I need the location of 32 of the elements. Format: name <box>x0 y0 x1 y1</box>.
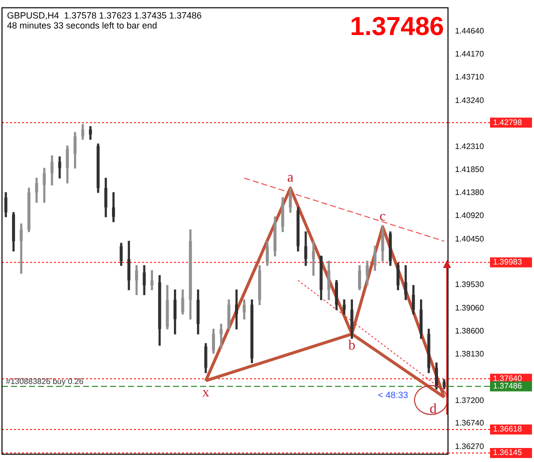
y-tick-label: 1.41850 <box>455 164 484 174</box>
y-tick-label: 1.40920 <box>455 211 484 220</box>
y-tick-label: 1.43710 <box>455 72 484 82</box>
ref-line-label: 1.37640 <box>493 374 522 383</box>
annotation: < 48:33 <box>378 390 408 400</box>
y-tick-label: 1.40450 <box>455 234 484 244</box>
ref-line-label: 1.39983 <box>493 258 522 267</box>
y-tick-label: 1.44170 <box>455 50 484 59</box>
chart-title: GBPUSD,H4 1.37578 1.37623 1.37435 1.37486 <box>7 10 202 20</box>
text: 48 minutes 33 seconds left to bar end <box>7 20 158 30</box>
y-tick-label: 1.39530 <box>455 280 484 290</box>
annotation: a <box>287 170 294 186</box>
y-tick-label: 1.41380 <box>455 188 484 198</box>
y-tick-label: 1.43240 <box>455 96 484 105</box>
y-tick-label: 1.38130 <box>455 350 484 359</box>
ref-line-label: 1.37486 <box>493 382 522 391</box>
y-tick-label: 1.36740 <box>455 418 484 428</box>
annotation: #130883826 buy 0.26 <box>6 376 84 386</box>
ref-line-label: 1.36145 <box>493 448 522 458</box>
y-tick-label: 1.36270 <box>455 442 484 451</box>
y-tick-label: 1.39060 <box>455 303 484 312</box>
annotation: b <box>348 338 356 354</box>
y-tick-label: 1.38600 <box>455 326 484 336</box>
ref-line-label: 1.36618 <box>493 424 522 434</box>
annotation: d <box>430 402 437 417</box>
annotation: x <box>202 385 210 400</box>
ref-line-label: 1.42798 <box>493 118 522 127</box>
annotation: 1.37486 <box>350 10 444 41</box>
y-tick-label: 1.44640 <box>455 26 484 36</box>
y-tick-label: 1.42310 <box>455 142 484 152</box>
annotation: c <box>380 209 386 224</box>
y-tick-label: 1.37200 <box>455 396 484 405</box>
